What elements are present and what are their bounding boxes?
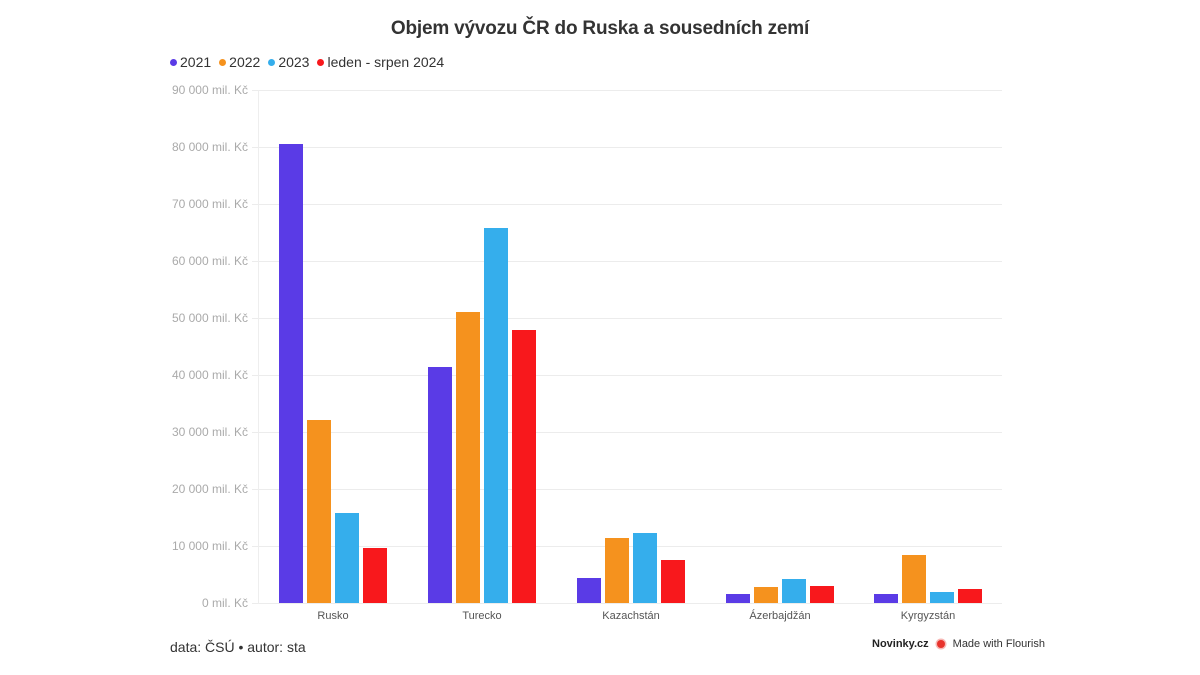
y-axis-tick-label: 70 000 mil. Kč	[171, 197, 248, 211]
bar-turecko-2021[interactable]	[428, 367, 452, 603]
legend-dot-icon	[170, 58, 177, 66]
legend-label: 2023	[278, 54, 310, 70]
x-axis-label: Kyrgyzstán	[900, 610, 956, 622]
legend-item-2022[interactable]: 2022	[219, 54, 260, 70]
x-axis-label: Kazachstán	[602, 610, 660, 622]
bar-turecko-2023[interactable]	[484, 228, 508, 603]
legend-item-2021[interactable]: 2021	[170, 54, 211, 70]
bar-kazachstán-leden---srpen-2024[interactable]	[661, 560, 685, 603]
x-axis-label: Ázerbajdžán	[749, 610, 811, 622]
x-axis-label: Turecko	[462, 610, 502, 622]
bar-rusko-2021[interactable]	[279, 144, 303, 603]
legend-dot-icon	[219, 58, 227, 66]
bar-kyrgyzstán-2023[interactable]	[930, 592, 954, 603]
bar-rusko-2023[interactable]	[335, 513, 359, 603]
made-with-flourish-link[interactable]: Made with Flourish	[952, 638, 1045, 650]
gridline	[252, 261, 1002, 262]
y-axis-tick-label: 50 000 mil. Kč	[171, 311, 248, 325]
bar-kazachstán-2023[interactable]	[633, 533, 657, 603]
x-axis-label: Rusko	[317, 610, 349, 622]
bar-ázerbajdžán-leden---srpen-2024[interactable]	[810, 586, 834, 603]
y-axis-tick-label: 40 000 mil. Kč	[171, 368, 248, 382]
gridline	[252, 432, 1002, 433]
y-axis-tick-label: 10 000 mil. Kč	[171, 539, 248, 553]
y-axis-line	[258, 90, 259, 604]
chart-title: Objem vývozu ČR do Ruska a sousedních ze…	[390, 18, 810, 39]
bar-ázerbajdžán-2023[interactable]	[782, 579, 806, 603]
legend-label: 2021	[180, 54, 212, 70]
gridline	[252, 489, 1002, 490]
bar-turecko-leden---srpen-2024[interactable]	[512, 330, 536, 603]
source-credit: data: ČSÚ • autor: sta	[170, 639, 306, 655]
legend-item-2023[interactable]: 2023	[268, 54, 309, 70]
bar-kazachstán-2022[interactable]	[605, 538, 629, 603]
gridline	[252, 147, 1002, 148]
bar-rusko-2022[interactable]	[307, 420, 331, 603]
legend-item-2024[interactable]: leden - srpen 2024	[317, 54, 444, 70]
brand-logo[interactable]: Novinky.cz	[872, 638, 929, 650]
y-axis-tick-label: 90 000 mil. Kč	[171, 83, 248, 97]
gridline	[252, 603, 1002, 604]
legend-label: 2022	[229, 54, 261, 70]
gridline	[252, 375, 1002, 376]
bar-ázerbajdžán-2021[interactable]	[726, 594, 750, 603]
y-axis-tick-label: 0 mil. Kč	[201, 596, 248, 610]
bar-turecko-2022[interactable]	[456, 312, 480, 603]
y-axis-tick-label: 20 000 mil. Kč	[171, 482, 248, 496]
branding: Novinky.cz Made with Flourish	[872, 638, 1045, 650]
bar-kyrgyzstán-2021[interactable]	[874, 594, 898, 603]
legend-dot-icon	[317, 58, 325, 66]
bar-kyrgyzstán-2022[interactable]	[902, 555, 926, 603]
y-axis-tick-label: 30 000 mil. Kč	[171, 425, 248, 439]
legend-label: leden - srpen 2024	[327, 54, 445, 70]
legend: 2021 2022 2023 leden - srpen 2024	[170, 54, 444, 70]
gridline	[252, 204, 1002, 205]
legend-dot-icon	[268, 58, 276, 66]
gridline	[252, 318, 1002, 319]
bar-rusko-leden---srpen-2024[interactable]	[363, 548, 387, 603]
flourish-logo-icon	[935, 638, 947, 650]
y-axis-tick-label: 60 000 mil. Kč	[171, 254, 248, 268]
y-axis-tick-label: 80 000 mil. Kč	[171, 140, 248, 154]
bar-ázerbajdžán-2022[interactable]	[754, 587, 778, 603]
bar-kyrgyzstán-leden---srpen-2024[interactable]	[958, 589, 982, 603]
gridline	[252, 90, 1002, 91]
bar-kazachstán-2021[interactable]	[577, 578, 601, 603]
